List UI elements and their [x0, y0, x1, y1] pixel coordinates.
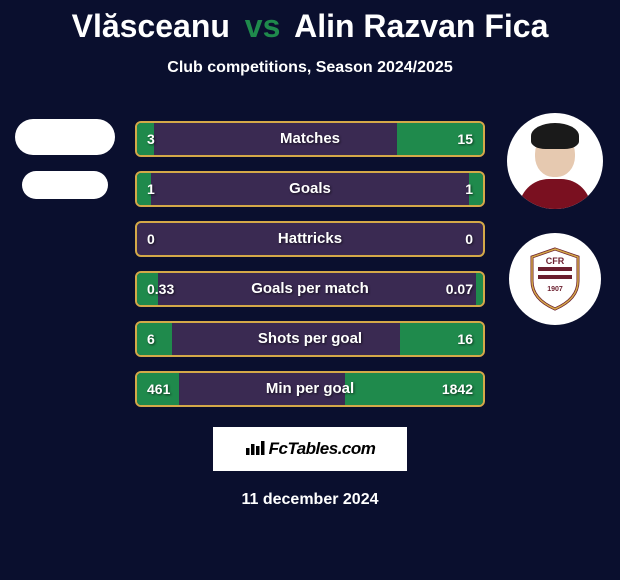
metric-label: Min per goal [137, 373, 483, 405]
metric-label: Hattricks [137, 223, 483, 255]
date-text: 11 december 2024 [0, 491, 620, 509]
metric-bars: 315Matches 11Goals 00Hattricks 0.330.07Goal… [135, 121, 485, 407]
player1-avatar-placeholder [15, 119, 115, 155]
svg-text:CFR: CFR [546, 256, 565, 266]
metric-label: Matches [137, 123, 483, 155]
player2-avatar [507, 113, 603, 209]
metric-row: 616Shots per goal [135, 321, 485, 357]
metric-row: 0.330.07Goals per match [135, 271, 485, 307]
page-title: Vlăsceanu vs Alin Razvan Fica [0, 0, 620, 45]
comparison-infographic: Vlăsceanu vs Alin Razvan Fica Club compe… [0, 0, 620, 580]
metric-label: Goals [137, 173, 483, 205]
metric-row: 4611842Min per goal [135, 371, 485, 407]
cfr-shield-icon: CFR 1907 [528, 247, 582, 311]
title-player2: Alin Razvan Fica [294, 8, 548, 44]
right-player-column: CFR 1907 [500, 113, 610, 325]
title-player1: Vlăsceanu [72, 8, 230, 44]
player1-club-placeholder [22, 171, 108, 199]
metric-row: 11Goals [135, 171, 485, 207]
title-vs: vs [245, 8, 281, 44]
brand-text: FcTables.com [269, 439, 376, 459]
metric-label: Shots per goal [137, 323, 483, 355]
metric-row: 00Hattricks [135, 221, 485, 257]
svg-text:1907: 1907 [547, 286, 563, 293]
left-player-column [10, 113, 120, 211]
brand-logo: FcTables.com [213, 427, 407, 471]
metric-row: 315Matches [135, 121, 485, 157]
subtitle: Club competitions, Season 2024/2025 [0, 59, 620, 77]
main-content: CFR 1907 315Matches 11Goals 00Hattricks 0.3… [0, 121, 620, 407]
chart-icon [245, 438, 265, 461]
metric-label: Goals per match [137, 273, 483, 305]
player2-club-badge: CFR 1907 [509, 233, 601, 325]
